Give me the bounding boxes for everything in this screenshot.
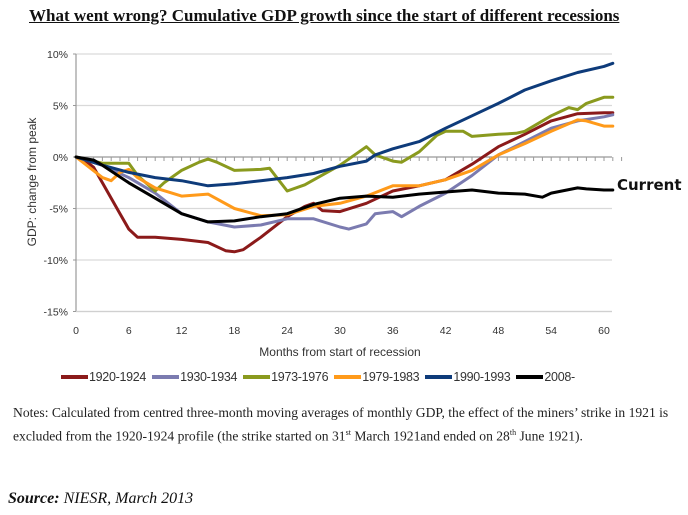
legend: 1920-1924 1930-1934 1973-1976 1979-1983 1990… — [61, 370, 581, 384]
x-tick-label: 30 — [334, 325, 346, 337]
y-axis-title: GDP: change from peak — [25, 117, 39, 247]
series-line-2008 — [74, 155, 615, 224]
chart-title: What went wrong? Cumulative GDP growth s… — [29, 6, 620, 25]
line-chart: 10% 5% 0% -5% -10% -15% 0 6 12 18 24 30 36 42 48 54 60 G… — [25, 49, 682, 359]
source-line: Source: NIESR, March 2013 — [8, 490, 193, 508]
legend-label: 1979-1983 — [362, 370, 420, 384]
legend-swatch — [516, 375, 544, 379]
x-tick-label: 42 — [440, 325, 452, 337]
y-tick-label: 5% — [53, 101, 68, 113]
series-lines — [74, 61, 615, 254]
current-annotation: Current — [617, 176, 682, 194]
legend-swatch — [425, 375, 453, 379]
legend-label: 1990-1993 — [453, 370, 511, 384]
legend-swatch — [334, 375, 362, 379]
legend-item: 1973-1976 — [243, 370, 329, 384]
series-line-1973-1976 — [74, 95, 615, 193]
axes: 10% 5% 0% -5% -10% -15% 0 6 12 18 24 30 36 42 48 54 60 — [43, 49, 623, 337]
y-tick-label: 10% — [47, 49, 68, 61]
notes-text-1: Notes: Calculated from centred three-mon… — [13, 405, 669, 444]
x-tick-label: 18 — [229, 325, 241, 337]
x-tick-label: 36 — [387, 325, 399, 337]
x-tick-label: 6 — [126, 325, 132, 337]
legend-item: 2008- — [516, 370, 575, 384]
x-tick-label: 48 — [493, 325, 505, 337]
x-tick-label: 60 — [598, 325, 610, 337]
source-text: NIESR, March 2013 — [59, 490, 194, 507]
legend-item: 1930-1934 — [152, 370, 237, 384]
notes-text-3: June 1921). — [516, 428, 583, 444]
notes: Notes: Calculated from centred three-mon… — [13, 403, 683, 446]
x-tick-label: 0 — [73, 325, 79, 337]
x-tick-label: 12 — [176, 325, 188, 337]
source-label: Source: — [8, 490, 60, 507]
y-tick-label: -10% — [43, 255, 68, 267]
legend-item: 1920-1924 — [61, 370, 146, 384]
series-line-1979-1983 — [74, 118, 615, 218]
x-axis-title: Months from start of recession — [259, 345, 420, 359]
y-tick-label: 0% — [53, 152, 68, 164]
notes-sup-2: th — [509, 427, 517, 437]
notes-text-2: March 1921and ended on 28 — [350, 428, 510, 444]
legend-swatch — [243, 375, 271, 379]
legend-swatch — [61, 375, 88, 379]
series-line-1920-1924 — [74, 111, 615, 254]
notes-sup-1: st — [345, 427, 351, 437]
x-tick-label: 24 — [281, 325, 293, 337]
legend-item: 1979-1983 — [334, 370, 420, 384]
legend-item: 1990-1993 — [425, 370, 511, 384]
legend-swatch — [152, 375, 180, 379]
legend-label: 1973-1976 — [271, 370, 329, 384]
series-line-1990-1993 — [74, 61, 615, 188]
y-tick-label: -5% — [49, 204, 68, 216]
x-tick-label: 54 — [545, 325, 557, 337]
legend-label: 1920-1924 — [89, 370, 147, 384]
legend-label: 2008- — [544, 370, 575, 384]
gridlines — [76, 53, 612, 313]
legend-label: 1930-1934 — [180, 370, 238, 384]
y-tick-label: -15% — [43, 307, 68, 319]
